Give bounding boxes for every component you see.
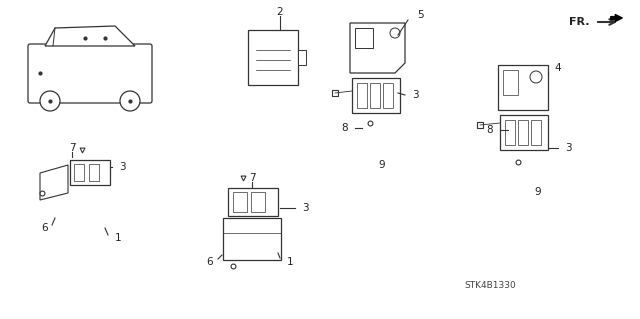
Text: 7: 7: [249, 173, 255, 183]
Text: 8: 8: [342, 123, 348, 133]
Bar: [233, 192, 247, 212]
Bar: [298, 50, 306, 65]
Bar: [70, 160, 110, 185]
Bar: [89, 164, 99, 181]
Bar: [505, 120, 515, 145]
Text: 6: 6: [207, 257, 213, 267]
Bar: [500, 115, 548, 150]
Text: 3: 3: [118, 162, 125, 172]
Bar: [357, 83, 367, 108]
Text: 1: 1: [115, 233, 122, 243]
Text: 2: 2: [276, 7, 284, 17]
Polygon shape: [40, 165, 68, 200]
Bar: [228, 188, 278, 216]
Bar: [251, 192, 265, 212]
Circle shape: [120, 91, 140, 111]
Text: STK4B1330: STK4B1330: [464, 280, 516, 290]
Bar: [518, 120, 528, 145]
Text: 9: 9: [379, 160, 385, 170]
Text: 3: 3: [564, 143, 572, 153]
Text: FR.: FR.: [570, 17, 590, 27]
Text: 9: 9: [534, 187, 541, 197]
Bar: [503, 70, 518, 95]
Bar: [370, 83, 380, 108]
Bar: [498, 65, 548, 110]
Circle shape: [530, 71, 542, 83]
Circle shape: [390, 28, 400, 38]
Text: 3: 3: [301, 203, 308, 213]
Text: 3: 3: [412, 90, 419, 100]
Bar: [531, 120, 541, 145]
Text: 6: 6: [42, 223, 48, 233]
Bar: [74, 164, 84, 181]
Text: 1: 1: [287, 257, 293, 267]
FancyBboxPatch shape: [28, 44, 152, 103]
Circle shape: [40, 91, 60, 111]
Polygon shape: [350, 23, 405, 73]
Bar: [352, 78, 400, 113]
Bar: [355, 28, 373, 48]
Bar: [383, 83, 393, 108]
Bar: [223, 218, 281, 260]
Polygon shape: [45, 26, 135, 46]
Text: 7: 7: [68, 143, 76, 153]
Bar: [248, 30, 298, 85]
Text: 4: 4: [555, 63, 561, 73]
Text: 5: 5: [417, 10, 423, 20]
Text: 8: 8: [486, 125, 493, 135]
